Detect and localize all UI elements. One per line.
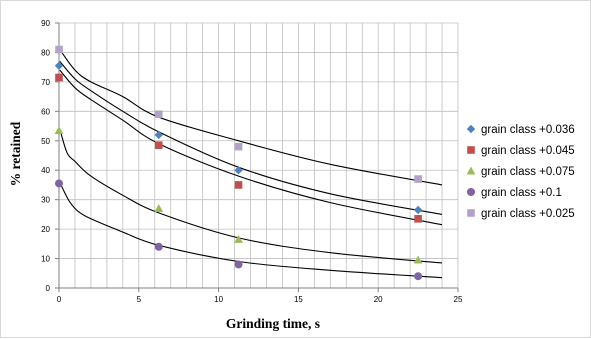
x-axis-title: Grinding time, s: [226, 316, 320, 331]
data-point: [413, 255, 423, 264]
data-point: [154, 130, 163, 140]
x-tick-label: 5: [137, 295, 142, 304]
y-axis-title: % retained: [8, 121, 23, 186]
data-point: [234, 260, 243, 269]
data-point: [234, 142, 243, 151]
x-tick-label: 15: [294, 295, 303, 304]
data-point: [154, 204, 164, 213]
data-point: [55, 73, 63, 82]
data-point: [413, 205, 423, 215]
legend-label: grain class +0.036: [481, 124, 575, 136]
legend-label: grain class +0.1: [481, 187, 562, 199]
y-tick-label: 20: [41, 225, 50, 234]
y-tick-label: 30: [41, 196, 50, 205]
y-tick-label: 0: [46, 284, 51, 293]
legend-marker: [466, 124, 476, 134]
legend-label: grain class +0.025: [481, 208, 575, 220]
grid: [59, 22, 459, 288]
data-point: [54, 61, 64, 70]
y-tick-label: 40: [41, 166, 50, 175]
data-point: [154, 110, 163, 119]
x-tick-label: 0: [57, 295, 62, 304]
data-point: [414, 215, 422, 223]
data-point: [154, 141, 163, 149]
legend-label: grain class +0.075: [481, 166, 575, 178]
y-tick-label: 50: [41, 137, 50, 146]
data-points: [54, 45, 423, 281]
tick-labels: 0 10 20 30 40 50 60 70 80 90 0 5 10 15 20 25: [41, 19, 463, 304]
trendline: [59, 128, 443, 264]
trendline: [59, 181, 443, 279]
data-point: [55, 45, 63, 54]
data-point: [234, 181, 243, 189]
data-point: [55, 179, 63, 188]
y-tick-label: 90: [41, 19, 50, 28]
y-tick-label: 10: [41, 255, 50, 264]
data-point: [414, 175, 422, 183]
legend-marker: [467, 188, 475, 196]
legend: grain class +0.036 grain class +0.045 grai…: [466, 124, 575, 220]
x-tick-label: 10: [214, 295, 223, 304]
x-tick-label: 25: [454, 295, 463, 304]
legend-marker: [466, 166, 476, 175]
x-tick-label: 20: [374, 295, 383, 304]
trendline: [59, 60, 443, 215]
legend-marker: [467, 209, 475, 217]
legend-label: grain class +0.045: [481, 145, 575, 157]
legend-marker: [467, 146, 475, 154]
y-tick-label: 70: [41, 78, 50, 87]
axes: [55, 22, 459, 292]
y-tick-label: 80: [41, 48, 50, 57]
data-point: [414, 272, 423, 281]
data-point: [234, 166, 243, 175]
data-point: [54, 126, 64, 134]
y-tick-label: 60: [41, 107, 50, 116]
data-point: [154, 242, 163, 251]
data-point: [234, 235, 243, 243]
